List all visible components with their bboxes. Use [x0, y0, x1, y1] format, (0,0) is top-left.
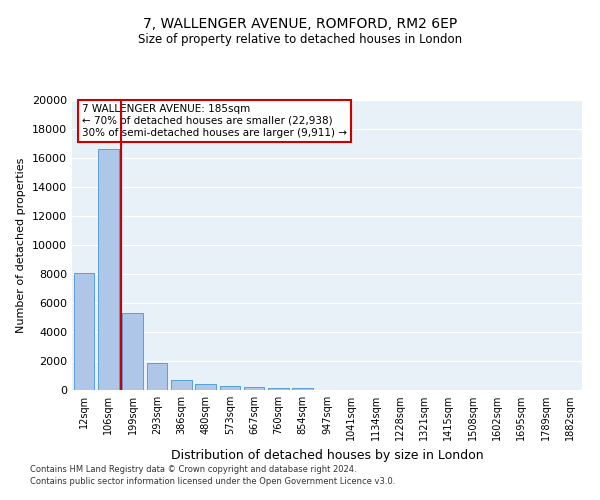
Bar	[171, 380, 191, 390]
Bar	[122, 313, 143, 390]
Text: Size of property relative to detached houses in London: Size of property relative to detached ho…	[138, 32, 462, 46]
Text: Contains public sector information licensed under the Open Government Licence v3: Contains public sector information licen…	[30, 477, 395, 486]
Bar	[268, 388, 289, 390]
Bar	[98, 150, 119, 390]
Bar	[244, 387, 265, 390]
Y-axis label: Number of detached properties: Number of detached properties	[16, 158, 26, 332]
Bar	[292, 388, 313, 390]
Bar	[74, 272, 94, 390]
Text: 7, WALLENGER AVENUE, ROMFORD, RM2 6EP: 7, WALLENGER AVENUE, ROMFORD, RM2 6EP	[143, 18, 457, 32]
Bar	[220, 386, 240, 390]
Text: Contains HM Land Registry data © Crown copyright and database right 2024.: Contains HM Land Registry data © Crown c…	[30, 466, 356, 474]
Bar	[195, 384, 216, 390]
Text: 7 WALLENGER AVENUE: 185sqm
← 70% of detached houses are smaller (22,938)
30% of : 7 WALLENGER AVENUE: 185sqm ← 70% of deta…	[82, 104, 347, 138]
Bar	[146, 363, 167, 390]
X-axis label: Distribution of detached houses by size in London: Distribution of detached houses by size …	[170, 448, 484, 462]
